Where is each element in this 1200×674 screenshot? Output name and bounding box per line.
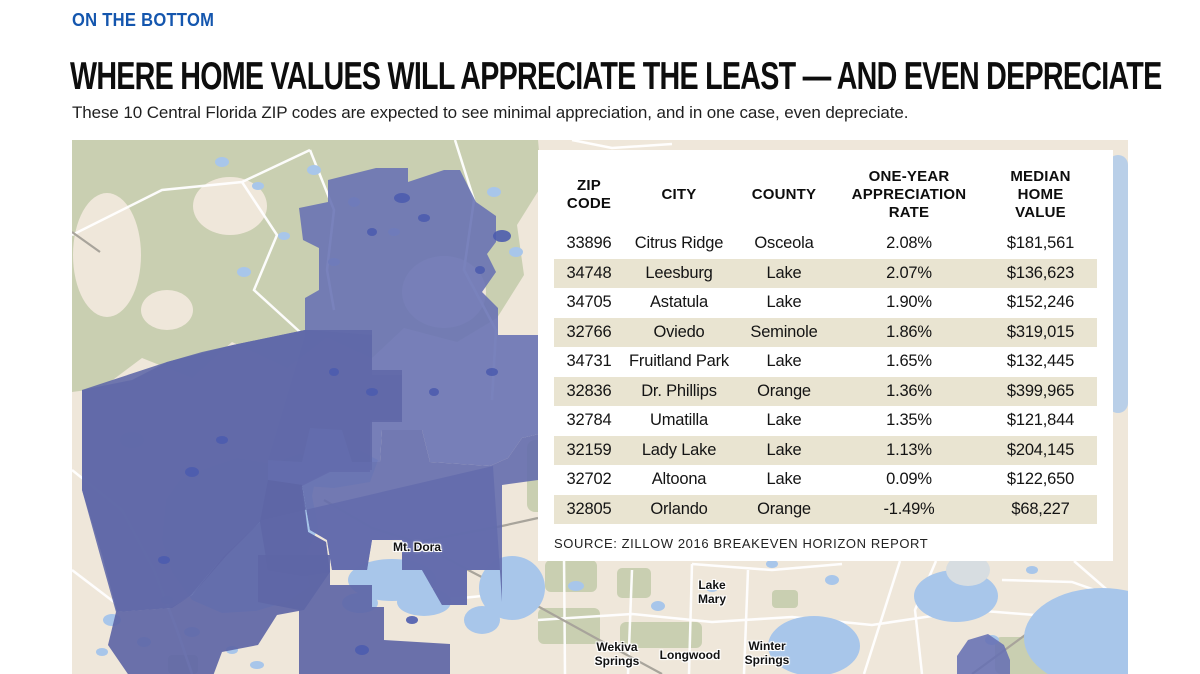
cell-zip: 32784 bbox=[566, 411, 612, 430]
cell-rate: 2.07% bbox=[886, 263, 932, 282]
cell-city: Oviedo bbox=[653, 322, 705, 341]
cell-zip: 34705 bbox=[566, 293, 612, 312]
map-label-mt-dora: Mt. Dora bbox=[393, 540, 441, 554]
cell-value: $122,650 bbox=[1006, 470, 1075, 489]
cell-rate: 0.09% bbox=[886, 470, 932, 489]
column-header-city: CITY bbox=[661, 185, 697, 203]
cell-rate: 1.86% bbox=[886, 322, 932, 341]
cell-rate: -1.49% bbox=[883, 499, 935, 518]
cell-value: $181,561 bbox=[1006, 234, 1075, 253]
table-row: 32805 Orlando Orange -1.49% $68,227 bbox=[554, 494, 1097, 524]
cell-city: Orlando bbox=[650, 499, 708, 518]
cell-county: Osceola bbox=[754, 234, 814, 253]
kicker: ON THE BOTTOM bbox=[72, 10, 215, 30]
cell-county: Lake bbox=[766, 470, 802, 489]
cell-zip: 33896 bbox=[566, 234, 612, 253]
cell-city: Umatilla bbox=[650, 411, 708, 430]
table-row: 34705 Astatula Lake 1.90% $152,246 bbox=[554, 288, 1097, 318]
map-label-winter-springs: Winter Springs bbox=[744, 639, 790, 668]
cell-zip: 32805 bbox=[566, 499, 612, 518]
cell-rate: 1.35% bbox=[886, 411, 932, 430]
table-row: 34748 Leesburg Lake 2.07% $136,623 bbox=[554, 258, 1097, 288]
cell-zip: 34748 bbox=[566, 263, 612, 282]
cell-value: $121,844 bbox=[1006, 411, 1075, 430]
cell-value: $68,227 bbox=[1011, 499, 1070, 518]
cell-rate: 2.08% bbox=[886, 234, 932, 253]
table-row: 34731 Fruitland Park Lake 1.65% $132,445 bbox=[554, 347, 1097, 377]
cell-value: $204,145 bbox=[1006, 440, 1075, 459]
cell-zip: 34731 bbox=[566, 352, 612, 371]
cell-county: Seminole bbox=[750, 322, 818, 341]
map-label-longwood: Longwood bbox=[659, 648, 721, 662]
cell-value: $132,445 bbox=[1006, 352, 1075, 371]
cell-rate: 1.65% bbox=[886, 352, 932, 371]
column-header-zip-code: ZIP CODE bbox=[566, 176, 612, 212]
cell-rate: 1.90% bbox=[886, 293, 932, 312]
column-header-appreciation-rate: ONE-YEAR APPRECIATION RATE bbox=[851, 167, 967, 222]
cell-zip: 32702 bbox=[566, 470, 612, 489]
cell-zip: 32766 bbox=[566, 322, 612, 341]
cell-rate: 1.13% bbox=[886, 440, 932, 459]
cell-value: $319,015 bbox=[1006, 322, 1075, 341]
table-row: 32766 Oviedo Seminole 1.86% $319,015 bbox=[554, 317, 1097, 347]
cell-city: Leesburg bbox=[645, 263, 713, 282]
table-row: 32159 Lady Lake Lake 1.13% $204,145 bbox=[554, 435, 1097, 465]
cell-county: Orange bbox=[757, 499, 811, 518]
cell-county: Lake bbox=[766, 263, 802, 282]
column-header-county: COUNTY bbox=[751, 185, 817, 203]
table-row: 32836 Dr. Phillips Orange 1.36% $399,965 bbox=[554, 376, 1097, 406]
cell-city: Fruitland Park bbox=[629, 352, 729, 371]
cell-county: Lake bbox=[766, 352, 802, 371]
table-row: 33896 Citrus Ridge Osceola 2.08% $181,56… bbox=[554, 229, 1097, 259]
cell-city: Citrus Ridge bbox=[634, 234, 724, 253]
table-row: 32784 Umatilla Lake 1.35% $121,844 bbox=[554, 406, 1097, 436]
table-row: 32702 Altoona Lake 0.09% $122,650 bbox=[554, 465, 1097, 495]
cell-rate: 1.36% bbox=[886, 381, 932, 400]
cell-zip: 32159 bbox=[566, 440, 612, 459]
cell-value: $399,965 bbox=[1006, 381, 1075, 400]
cell-city: Dr. Phillips bbox=[641, 381, 717, 400]
cell-county: Lake bbox=[766, 440, 802, 459]
page-title: WHERE HOME VALUES WILL APPRECIATE THE LE… bbox=[70, 55, 1162, 98]
cell-county: Lake bbox=[766, 411, 802, 430]
cell-city: Astatula bbox=[649, 293, 709, 312]
column-header-median-home-value: MEDIAN HOME VALUE bbox=[1010, 167, 1071, 222]
cell-zip: 32836 bbox=[566, 381, 612, 400]
cell-county: Orange bbox=[757, 381, 811, 400]
source-credit: SOURCE: ZILLOW 2016 BREAKEVEN HORIZON RE… bbox=[554, 536, 929, 551]
data-table-panel: ZIP CODE CITY COUNTY ONE-YEAR APPRECIATI… bbox=[538, 150, 1113, 561]
map-label-wekiva-springs: Wekiva Springs bbox=[594, 640, 640, 669]
map-label-lake-mary: Lake Mary bbox=[697, 578, 727, 607]
cell-value: $136,623 bbox=[1006, 263, 1075, 282]
cell-city: Altoona bbox=[651, 470, 707, 489]
subtitle: These 10 Central Florida ZIP codes are e… bbox=[72, 103, 909, 122]
cell-value: $152,246 bbox=[1006, 293, 1075, 312]
cell-city: Lady Lake bbox=[641, 440, 717, 459]
table-header-row: ZIP CODE CITY COUNTY ONE-YEAR APPRECIATI… bbox=[554, 164, 1097, 226]
cell-county: Lake bbox=[766, 293, 802, 312]
